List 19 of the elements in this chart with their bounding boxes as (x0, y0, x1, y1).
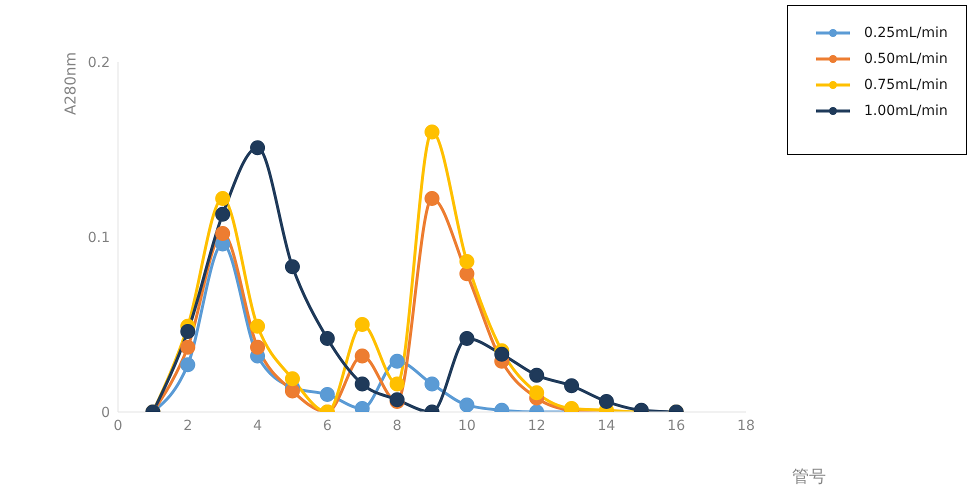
x-tick-label: 10 (458, 418, 476, 434)
x-tick-label: 4 (253, 418, 262, 434)
x-tick-label: 16 (667, 418, 686, 434)
legend-label: 0.75mL/min (864, 77, 948, 93)
x-tick-label: 12 (528, 418, 546, 434)
y-tick-label: 0.1 (88, 230, 110, 246)
x-tick-label: 18 (737, 418, 755, 434)
y-axis-title: A280nm (62, 52, 80, 115)
y-tick-label: 0 (101, 404, 110, 421)
x-tick-label: 8 (392, 418, 402, 434)
legend-label: 1.00mL/min (864, 103, 948, 119)
x-axis-title: 管号 (792, 467, 826, 487)
x-tick-label: 2 (183, 418, 192, 434)
legend-label: 0.50mL/min (864, 51, 948, 67)
x-tick-label: 14 (598, 418, 616, 434)
y-tick-label: 0.2 (88, 54, 110, 71)
x-tick-label: 6 (322, 418, 332, 434)
legend-label: 0.25mL/min (864, 25, 948, 41)
x-tick-label: 0 (114, 418, 122, 434)
